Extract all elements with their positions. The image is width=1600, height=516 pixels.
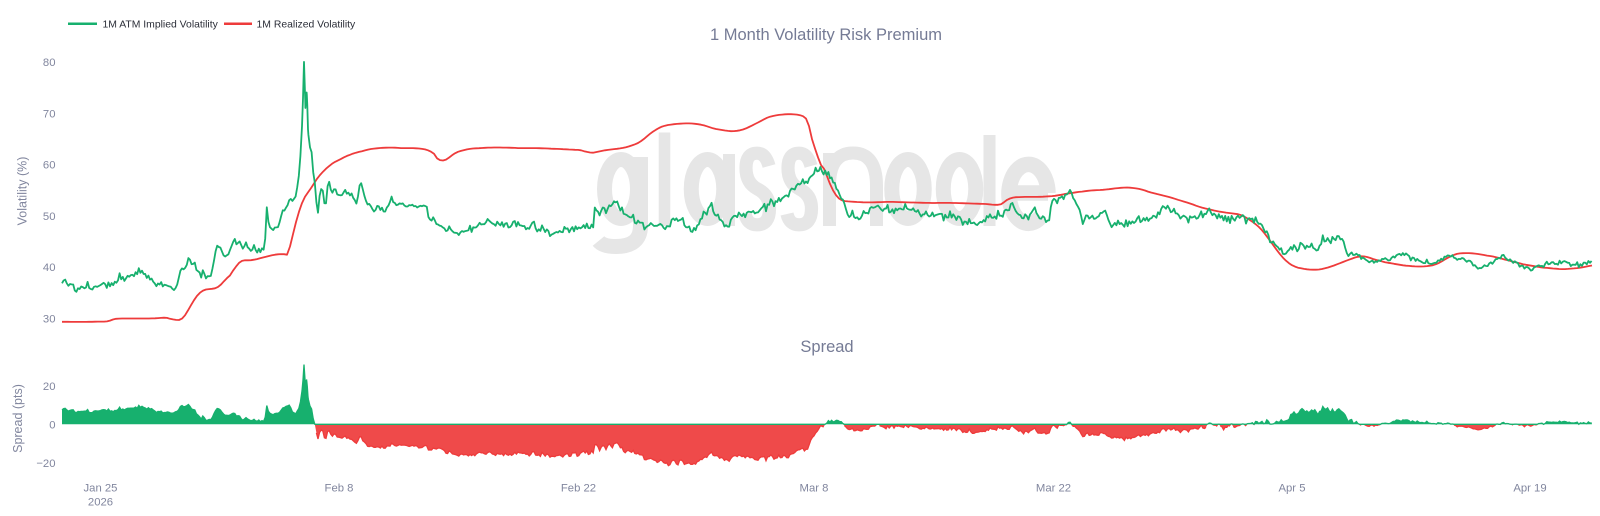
svg-text:Apr 5: Apr 5 [1278,483,1305,495]
svg-text:0: 0 [49,419,55,431]
svg-text:2026: 2026 [88,497,113,509]
svg-text:Mar 22: Mar 22 [1036,483,1071,495]
svg-text:Apr 19: Apr 19 [1513,483,1546,495]
svg-text:Feb 22: Feb 22 [561,483,596,495]
svg-text:1M ATM Implied Volatility: 1M ATM Implied Volatility [103,20,219,31]
svg-text:30: 30 [43,313,56,325]
svg-text:Mar 8: Mar 8 [800,483,829,495]
svg-text:Spread (pts): Spread (pts) [11,384,25,453]
svg-text:70: 70 [43,108,56,120]
svg-text:60: 60 [43,160,56,172]
svg-text:50: 50 [43,211,56,223]
svg-text:Spread: Spread [800,338,853,356]
svg-text:−20: −20 [36,458,55,470]
svg-text:80: 80 [43,57,56,69]
svg-text:1M Realized Volatility: 1M Realized Volatility [257,20,357,31]
svg-text:Volatility (%): Volatility (%) [16,157,30,226]
svg-text:1 Month Volatility Risk Premiu: 1 Month Volatility Risk Premium [710,26,942,44]
svg-text:20: 20 [43,381,56,393]
svg-text:Feb 8: Feb 8 [325,483,354,495]
svg-text:40: 40 [43,262,56,274]
svg-text:Jan 25: Jan 25 [84,483,118,495]
